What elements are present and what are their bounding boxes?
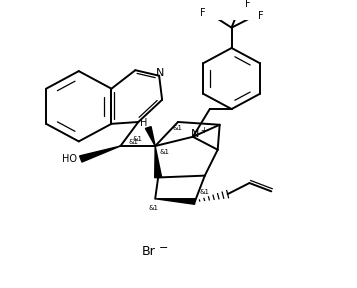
Text: Br: Br bbox=[141, 245, 155, 258]
Text: +: + bbox=[200, 126, 207, 135]
Text: N: N bbox=[156, 68, 164, 78]
Text: N: N bbox=[191, 129, 199, 139]
Text: &1: &1 bbox=[172, 124, 182, 130]
Text: &1: &1 bbox=[159, 149, 169, 155]
Text: &1: &1 bbox=[200, 189, 210, 195]
Polygon shape bbox=[155, 146, 162, 178]
Text: HO: HO bbox=[62, 154, 77, 164]
Text: −: − bbox=[159, 243, 168, 253]
Polygon shape bbox=[145, 127, 155, 146]
Text: F: F bbox=[200, 8, 206, 18]
Text: &1: &1 bbox=[148, 205, 158, 211]
Polygon shape bbox=[80, 146, 120, 162]
Text: F: F bbox=[257, 11, 263, 21]
Text: H: H bbox=[140, 118, 147, 128]
Text: &1: &1 bbox=[132, 136, 142, 142]
Text: &1: &1 bbox=[129, 139, 139, 145]
Polygon shape bbox=[155, 199, 195, 204]
Text: F: F bbox=[245, 0, 250, 9]
